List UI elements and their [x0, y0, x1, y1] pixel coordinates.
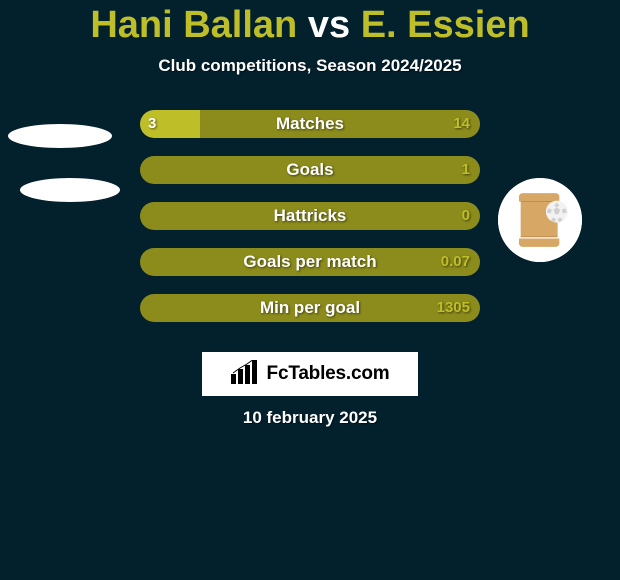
- player1-name: Hani Ballan: [90, 4, 297, 46]
- player1-placeholder-1: [8, 124, 112, 148]
- stat-value-right: 1305: [437, 294, 470, 322]
- stat-bar-right: [140, 294, 480, 322]
- stat-value-right: 0.07: [441, 248, 470, 276]
- player2-badge: [498, 178, 582, 262]
- stat-value-right: 0: [462, 202, 470, 230]
- comparison-title: Hani Ballan vs E. Essien: [0, 0, 620, 46]
- stat-value-left: 3: [148, 110, 156, 138]
- stat-bar-track: [140, 202, 480, 230]
- player2-name: E. Essien: [361, 4, 530, 46]
- stat-bar-right: [200, 110, 480, 138]
- brand-text: FcTables.com: [267, 363, 390, 385]
- stat-value-right: 1: [462, 156, 470, 184]
- player1-placeholder-2: [20, 178, 120, 202]
- stat-bar-right: [140, 156, 480, 184]
- stat-value-right: 14: [453, 110, 470, 138]
- stat-bar-right: [140, 202, 480, 230]
- stat-bar-track: [140, 156, 480, 184]
- bar-chart-icon: [231, 360, 261, 389]
- snapshot-date: 10 february 2025: [0, 408, 620, 428]
- subtitle: Club competitions, Season 2024/2025: [0, 56, 620, 76]
- stat-bar-track: [140, 110, 480, 138]
- stat-bar-track: [140, 294, 480, 322]
- stat-bar-right: [140, 248, 480, 276]
- brand-logo: FcTables.com: [202, 352, 418, 396]
- stat-bar-track: [140, 248, 480, 276]
- vs-label: vs: [308, 4, 350, 46]
- stat-row: Min per goal1305: [0, 294, 620, 340]
